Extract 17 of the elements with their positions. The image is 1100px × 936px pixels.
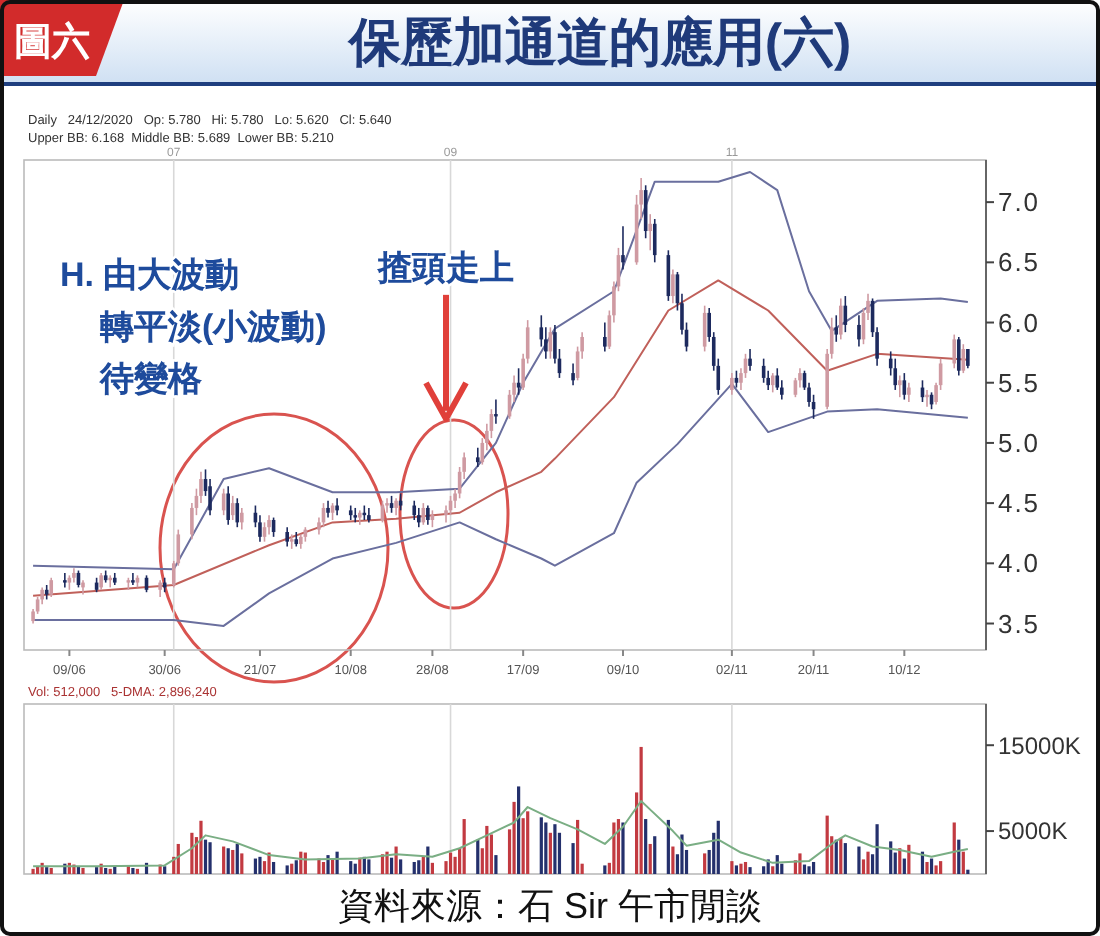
y-tick-label: 5000K bbox=[998, 817, 1068, 846]
y-tick-label: 15000K bbox=[998, 731, 1081, 760]
annotation: H. 由大波動 bbox=[60, 256, 240, 294]
y-tick-label: 7.0 bbox=[998, 187, 1038, 218]
annotation: 待變格 bbox=[98, 360, 204, 398]
y-tick-label: 5.0 bbox=[998, 428, 1038, 459]
y-tick-label: 4.5 bbox=[998, 488, 1038, 519]
y-tick-label: 6.5 bbox=[998, 247, 1038, 278]
text: 圖六 bbox=[14, 20, 90, 64]
y-tick-label: 3.5 bbox=[998, 608, 1038, 639]
annotation: 轉平淡(小波動) bbox=[98, 308, 327, 346]
chart-title: 保歷加通道的應用(六) bbox=[346, 12, 852, 72]
annotation: 揸頭走上 bbox=[376, 248, 515, 287]
y-tick-label: 5.5 bbox=[998, 367, 1038, 398]
y-tick-label: 6.0 bbox=[998, 307, 1038, 338]
source-note: 資料來源：石 Sir 午市閒談 bbox=[337, 886, 763, 926]
y-tick-label: 4.0 bbox=[998, 548, 1038, 579]
